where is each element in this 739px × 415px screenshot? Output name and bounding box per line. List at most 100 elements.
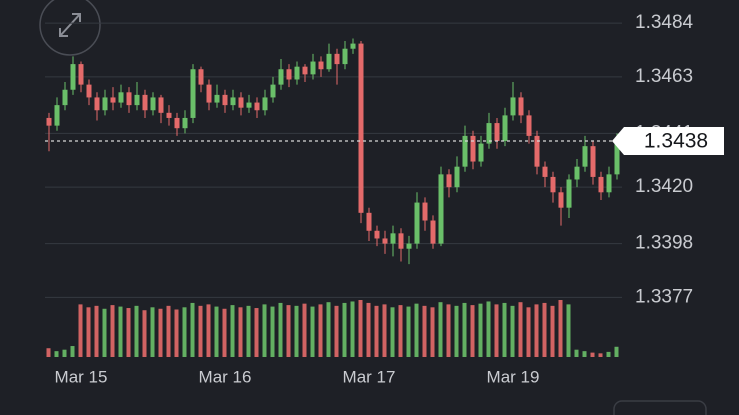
volume-bar xyxy=(518,302,523,357)
volume-bar xyxy=(422,305,427,357)
volume-bar xyxy=(550,305,555,357)
volume-bar xyxy=(470,305,475,357)
candle-body xyxy=(550,176,556,193)
current-price-box xyxy=(612,127,724,156)
volume-bar xyxy=(462,302,467,357)
volume-bar xyxy=(86,307,91,357)
volume-bar xyxy=(262,304,267,357)
volume-bar xyxy=(302,303,307,357)
volume-bars xyxy=(46,300,619,357)
candle-body xyxy=(366,212,372,231)
candle-body xyxy=(470,135,476,162)
y-tick-label: 1.3398 xyxy=(635,233,693,254)
volume-bar xyxy=(270,306,275,357)
volume-bar xyxy=(222,308,227,357)
volume-bar xyxy=(190,302,195,357)
candle-body xyxy=(278,69,284,85)
volume-bar xyxy=(246,305,251,357)
volume-bar xyxy=(350,301,355,357)
volume-bar xyxy=(118,306,123,357)
candle-body xyxy=(222,94,228,106)
x-tick-label: Mar 17 xyxy=(343,367,396,386)
candle-body xyxy=(590,146,596,177)
candle-body xyxy=(134,94,140,106)
candle-body xyxy=(318,61,324,70)
candle-body xyxy=(430,220,436,244)
candle-body xyxy=(302,66,308,75)
candle-body xyxy=(326,53,332,70)
volume-bar xyxy=(598,353,603,357)
candle-body xyxy=(102,97,108,111)
candle-body xyxy=(414,202,420,244)
candle-body xyxy=(534,135,540,167)
candle-body xyxy=(198,69,204,85)
candle-body xyxy=(598,176,604,193)
volume-bar xyxy=(214,306,219,357)
volume-bar xyxy=(454,305,459,357)
volume-bar xyxy=(278,302,283,357)
x-tick-label: Mar 15 xyxy=(55,367,108,386)
volume-bar xyxy=(478,303,483,357)
volume-bar xyxy=(238,307,243,357)
volume-bar xyxy=(126,308,131,357)
volume-bar xyxy=(614,346,619,357)
volume-bar xyxy=(510,305,515,357)
volume-bar xyxy=(374,305,379,357)
volume-bar xyxy=(606,351,611,357)
volume-bar xyxy=(486,301,491,357)
candle-body xyxy=(246,102,252,108)
candle-body xyxy=(358,43,364,213)
volume-bar xyxy=(414,303,419,357)
candle-body xyxy=(374,230,380,239)
candle-body xyxy=(150,97,156,111)
candle-body xyxy=(230,97,236,106)
volume-bar xyxy=(286,305,291,357)
candle-body xyxy=(118,92,124,103)
candle-body xyxy=(62,89,68,106)
volume-bar xyxy=(398,305,403,357)
candle-body xyxy=(462,135,468,167)
candle-body xyxy=(614,141,620,175)
volume-bar xyxy=(102,308,107,357)
y-tick-label: 1.3377 xyxy=(635,286,693,307)
volume-bar xyxy=(174,309,179,357)
candle-body xyxy=(518,97,524,116)
candle-body xyxy=(350,43,356,49)
candle-body xyxy=(526,115,532,136)
volume-bar xyxy=(430,307,435,357)
candle-body xyxy=(166,112,172,118)
volume-bar xyxy=(110,305,115,357)
volume-bar xyxy=(566,304,571,357)
volume-bar xyxy=(134,305,139,357)
candle-body xyxy=(510,97,516,116)
candle-body xyxy=(142,94,148,111)
candle-body xyxy=(566,179,572,208)
volume-bar xyxy=(254,308,259,357)
candle-body xyxy=(398,233,404,249)
candle-body xyxy=(542,166,548,177)
volume-bar xyxy=(334,305,339,357)
volume-bar xyxy=(150,307,155,357)
bottom-button[interactable] xyxy=(613,400,707,415)
volume-bar xyxy=(158,308,163,357)
candle-body xyxy=(286,69,292,80)
candle-body xyxy=(174,117,180,129)
volume-bar xyxy=(318,304,323,357)
x-tick-label: Mar 16 xyxy=(199,367,252,386)
candle-body xyxy=(182,117,188,129)
x-tick-label: Mar 19 xyxy=(487,367,540,386)
volume-bar xyxy=(78,304,83,357)
candle-body xyxy=(310,61,316,75)
y-tick-label: 1.3463 xyxy=(635,66,693,87)
candle-body xyxy=(478,143,484,162)
expand-button[interactable] xyxy=(39,0,101,56)
volume-bar xyxy=(494,304,499,357)
candle-body xyxy=(382,238,388,244)
candles xyxy=(46,38,620,265)
candle-body xyxy=(206,84,212,103)
candle-body xyxy=(238,97,244,108)
volume-bar xyxy=(94,305,99,357)
candle-body xyxy=(294,66,300,80)
candle-body xyxy=(582,146,588,167)
